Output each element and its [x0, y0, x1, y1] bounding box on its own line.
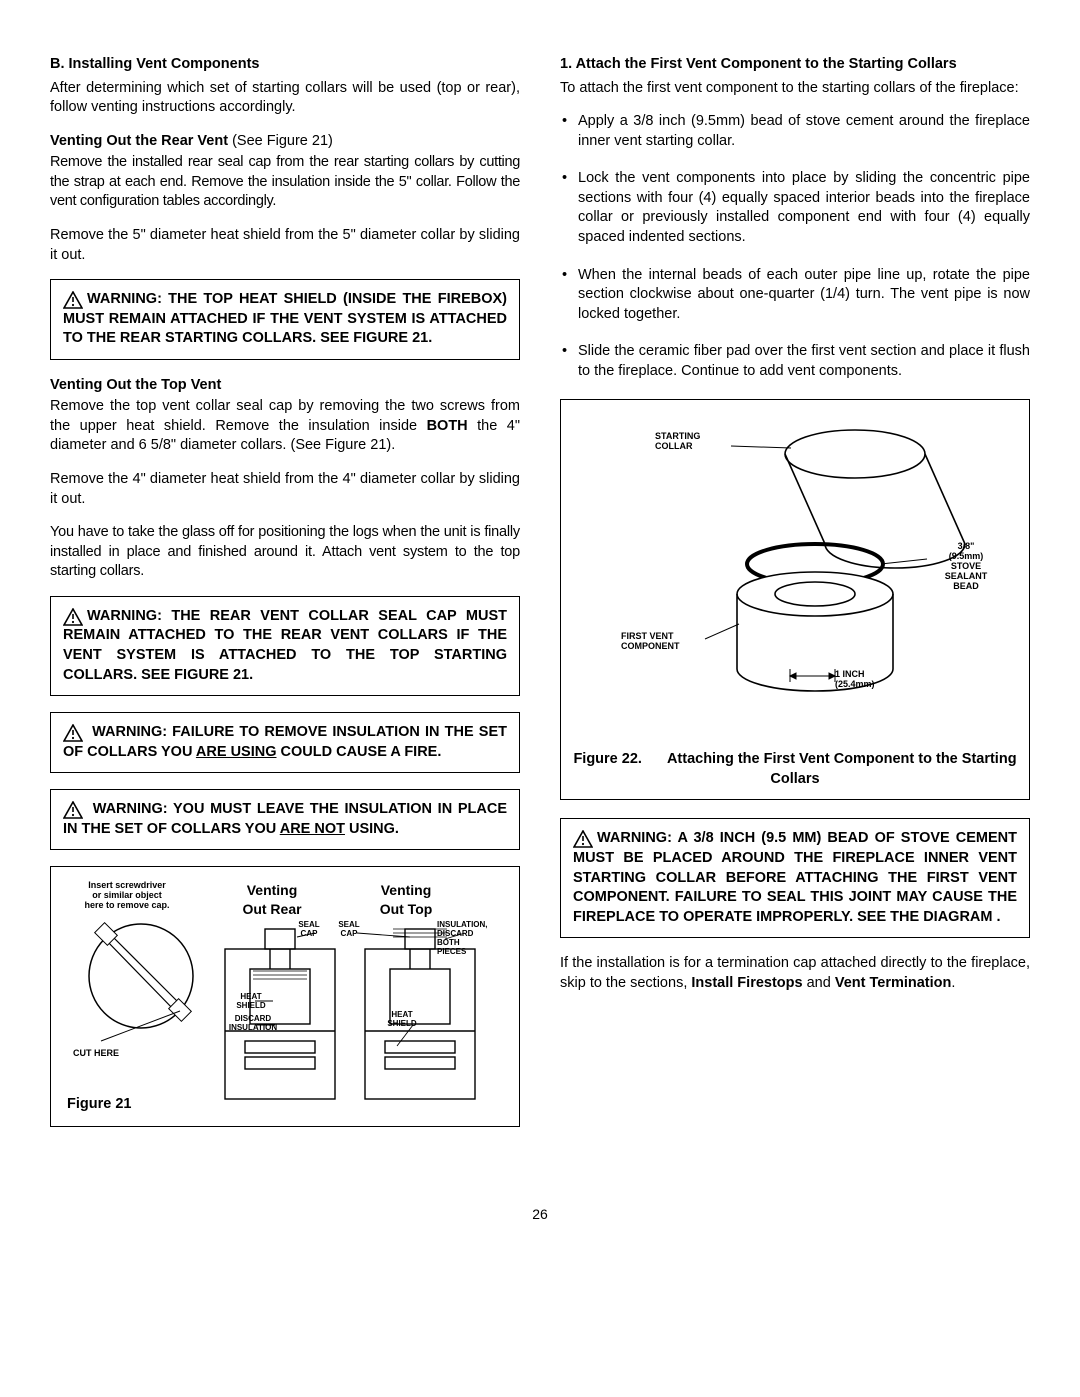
rear-vent-subhead: Venting Out the Rear Vent (See Figure 21…: [50, 132, 520, 152]
warning-icon: [63, 801, 83, 819]
bead-label: 3/8" (9.5mm) STOVE SEALANT BEAD: [931, 542, 1001, 591]
right-column: 1. Attach the First Vent Component to th…: [560, 55, 1030, 1145]
list-item: Lock the vent components into place by s…: [578, 169, 1030, 247]
paragraph: After determining which set of starting …: [50, 79, 520, 118]
text: COULD CAUSE A FIRE.: [277, 744, 442, 760]
warning-icon: [63, 608, 83, 626]
insert-label: Insert screwdriver or similar object her…: [67, 881, 187, 911]
venting-top-label: Venting Out Top: [361, 881, 451, 919]
text: COLLAR: [655, 442, 700, 452]
figure-22-box: STARTING COLLAR 3/8" (9.5mm) STOVE SEALA…: [560, 399, 1030, 800]
top-vent-subhead: Venting Out the Top Vent: [50, 376, 520, 396]
text: (25.4mm): [835, 680, 875, 690]
warning-text: WARNING: A 3/8 INCH (9.5 MM) BEAD OF STO…: [573, 830, 1017, 924]
one-inch-label: 1 INCH (25.4mm): [835, 670, 875, 690]
underline-text: ARE USING: [196, 744, 277, 760]
heat-shield-label-top: HEAT SHIELD: [377, 1011, 427, 1029]
warning-box: WARNING: THE REAR VENT COLLAR SEAL CAP M…: [50, 596, 520, 696]
bold-text: Install Firestops: [691, 975, 802, 991]
text: COMPONENT: [621, 642, 680, 652]
warning-box: WARNING: A 3/8 INCH (9.5 MM) BEAD OF STO…: [560, 818, 1030, 938]
page-number: 26: [50, 1205, 1030, 1224]
warning-text: WARNING: YOU MUST LEAVE THE INSULATION I…: [63, 801, 507, 837]
paragraph: You have to take the glass off for posit…: [50, 523, 520, 582]
warning-text: WARNING: FAILURE TO REMOVE INSULATION IN…: [63, 724, 507, 760]
list-item: When the internal beads of each outer pi…: [578, 266, 1030, 325]
rear-vent-subhead-ref: (See Figure 21): [232, 133, 333, 149]
fig22-caption-b: Attaching the First Vent Component to th…: [667, 751, 1017, 787]
paragraph: Remove the 5" diameter heat shield from …: [50, 226, 520, 265]
text: and: [803, 975, 835, 991]
bullet-list: Apply a 3/8 inch (9.5mm) bead of stove c…: [560, 112, 1030, 381]
seal-cap-label: SEAL CAP: [291, 921, 327, 939]
warning-icon: [573, 830, 593, 848]
warning-text: WARNING: THE REAR VENT COLLAR SEAL CAP M…: [63, 608, 507, 683]
text: Out Rear: [227, 900, 317, 919]
insulation-label: INSULATION, DISCARD BOTH PIECES: [437, 921, 497, 956]
bold-text: Vent Termination: [835, 975, 952, 991]
paragraph: Remove the top vent collar seal cap by r…: [50, 397, 520, 456]
both-bold: BOTH: [427, 418, 468, 434]
text: here to remove cap.: [67, 901, 187, 911]
figure-21-caption: Figure 21: [67, 1095, 131, 1115]
text: .: [951, 975, 955, 991]
list-item: Slide the ceramic fiber pad over the fir…: [578, 342, 1030, 381]
figure-22-caption: Figure 22. Attaching the First Vent Comp…: [571, 750, 1019, 789]
warning-icon: [63, 291, 83, 309]
venting-rear-label: Venting Out Rear: [227, 881, 317, 919]
paragraph: If the installation is for a termination…: [560, 954, 1030, 993]
paragraph: Remove the 4" diameter heat shield from …: [50, 470, 520, 509]
underline-text: ARE NOT: [280, 821, 345, 837]
text: Venting: [227, 881, 317, 900]
list-item: Apply a 3/8 inch (9.5mm) bead of stove c…: [578, 112, 1030, 151]
section-b-title: B. Installing Vent Components: [50, 55, 520, 75]
paragraph: To attach the first vent component to th…: [560, 79, 1030, 99]
rear-vent-subhead-bold: Venting Out the Rear Vent: [50, 133, 232, 149]
figure-22-diagram: STARTING COLLAR 3/8" (9.5mm) STOVE SEALA…: [571, 414, 1019, 744]
text: CAP: [331, 930, 367, 939]
text: SHIELD: [226, 1002, 276, 1011]
heat-shield-label-rear: HEAT SHIELD: [226, 993, 276, 1011]
figure-21-diagram: Insert screwdriver or similar object her…: [61, 881, 509, 1116]
text: CAP: [291, 930, 327, 939]
warning-box: WARNING: THE TOP HEAT SHIELD (INSIDE THE…: [50, 279, 520, 360]
warning-text: WARNING: THE TOP HEAT SHIELD (INSIDE THE…: [63, 291, 507, 346]
text: PIECES: [437, 948, 497, 957]
text: USING.: [345, 821, 399, 837]
starting-collar-label: STARTING COLLAR: [655, 432, 700, 452]
text: INSULATION: [223, 1024, 283, 1033]
fig22-caption-a: Figure 22.: [573, 750, 663, 770]
text: SHIELD: [377, 1020, 427, 1029]
text: Out Top: [361, 900, 451, 919]
warning-icon: [63, 724, 83, 742]
warning-box: WARNING: YOU MUST LEAVE THE INSULATION I…: [50, 789, 520, 850]
discard-ins-label: DISCARD INSULATION: [223, 1015, 283, 1033]
text: BEAD: [931, 582, 1001, 592]
first-vent-label: FIRST VENT COMPONENT: [621, 632, 680, 652]
section-1-title: 1. Attach the First Vent Component to th…: [560, 55, 1030, 75]
two-column-layout: B. Installing Vent Components After dete…: [50, 55, 1030, 1145]
paragraph: Remove the installed rear seal cap from …: [50, 153, 520, 212]
left-column: B. Installing Vent Components After dete…: [50, 55, 520, 1145]
figure-21-box: Insert screwdriver or similar object her…: [50, 866, 520, 1127]
warning-box: WARNING: FAILURE TO REMOVE INSULATION IN…: [50, 712, 520, 773]
seal-cap-label-2: SEAL CAP: [331, 921, 367, 939]
cuthere-label: CUT HERE: [73, 1049, 119, 1059]
text: Venting: [361, 881, 451, 900]
